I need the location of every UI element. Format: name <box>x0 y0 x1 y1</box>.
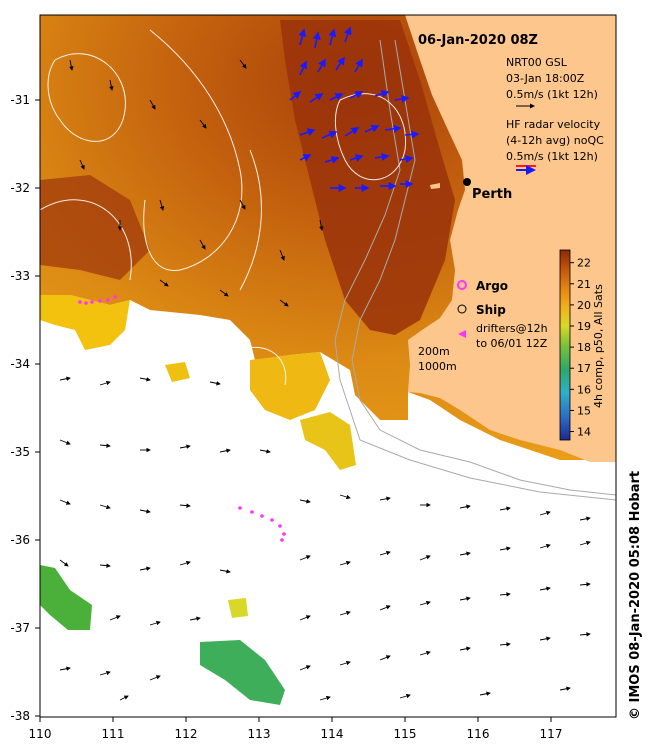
hf-legend-sub: (4-12h avg) noQC <box>506 134 604 147</box>
lat-tick-34: -34 <box>10 357 30 371</box>
map-border <box>39 14 617 718</box>
drifter-tracks <box>78 295 286 542</box>
colorbar-tick-19: 19 <box>577 320 591 333</box>
hf-legend-scale: 0.5m/s (1kt 12h) <box>506 150 598 163</box>
argo-legend-label: Argo <box>476 279 508 293</box>
lon-tick-114: 114 <box>321 727 344 741</box>
hf-radar-vectors <box>289 26 420 192</box>
lat-tick-33: -33 <box>10 269 30 283</box>
lon-tick-115: 115 <box>394 727 417 741</box>
lon-tick-117: 117 <box>540 727 563 741</box>
colorbar-tick-20: 20 <box>577 299 591 312</box>
lat-tick-38: -38 <box>10 709 30 723</box>
sst-patch-yellow-3 <box>300 412 356 470</box>
sst-warm-core <box>280 20 455 335</box>
depth-contour-200m <box>351 39 616 496</box>
drifter-legend-symbol <box>458 330 466 338</box>
colorbar-tick-15: 15 <box>577 404 591 417</box>
colorbar-tick-16: 16 <box>577 383 591 396</box>
argo-legend-symbol <box>457 280 467 290</box>
colorbar-tick-22: 22 <box>577 257 591 270</box>
hf-legend-title: HF radar velocity <box>506 118 601 131</box>
sst-patch-yellow-1 <box>40 295 130 350</box>
perth-marker <box>463 178 471 186</box>
gsl-legend-scale: 0.5m/s (1kt 12h) <box>506 88 598 101</box>
sst-patch-yellow-2 <box>250 352 330 420</box>
lon-tick-116: 116 <box>467 727 490 741</box>
gsl-legend-time: 03-Jan 18:00Z <box>506 72 585 85</box>
lat-tick-31: -31 <box>10 93 30 107</box>
lon-tick-110: 110 <box>29 727 52 741</box>
gsl-legend-title: NRT00 GSL <box>506 56 568 69</box>
colorbar-label: 4h comp, p50, All Sats <box>592 284 605 408</box>
rottnest-island <box>430 183 440 189</box>
lat-tick-37: -37 <box>10 621 30 635</box>
ship-legend-symbol <box>457 304 467 314</box>
gsl-current-vectors <box>59 59 591 701</box>
ship-legend-label: Ship <box>476 303 506 317</box>
colorbar-tick-21: 21 <box>577 278 591 291</box>
depth-label-200m: 200m <box>418 345 450 358</box>
depth-contour-1000m <box>334 39 616 501</box>
sst-patch-yellow-4 <box>165 362 190 382</box>
lon-tick-113: 113 <box>248 727 271 741</box>
axis-ticks <box>35 99 552 722</box>
map-title: 06-Jan-2020 08Z <box>418 33 538 48</box>
lat-tick-36: -36 <box>10 533 30 547</box>
drifter-legend-line2: to 06/01 12Z <box>476 337 548 350</box>
sst-patch-yellow-5 <box>228 598 248 618</box>
sst-patch-green-1 <box>40 565 92 630</box>
lat-tick-32: -32 <box>10 181 30 195</box>
lat-tick-35: -35 <box>10 445 30 459</box>
imos-credit: © IMOS 08-Jan-2020 05:08 Hobart <box>628 470 643 720</box>
sst-patch-green-2 <box>200 640 285 705</box>
colorbar-tick-14: 14 <box>577 426 591 439</box>
drifter-legend-line1: drifters@12h <box>476 322 548 335</box>
perth-label: Perth <box>472 187 512 202</box>
lon-tick-111: 111 <box>102 727 125 741</box>
colorbar-tick-17: 17 <box>577 362 591 375</box>
colorbar-tick-18: 18 <box>577 341 591 354</box>
lon-tick-112: 112 <box>175 727 198 741</box>
sst-warm-west <box>40 175 150 280</box>
depth-label-1000m: 1000m <box>418 360 457 373</box>
colorbar <box>559 249 571 441</box>
